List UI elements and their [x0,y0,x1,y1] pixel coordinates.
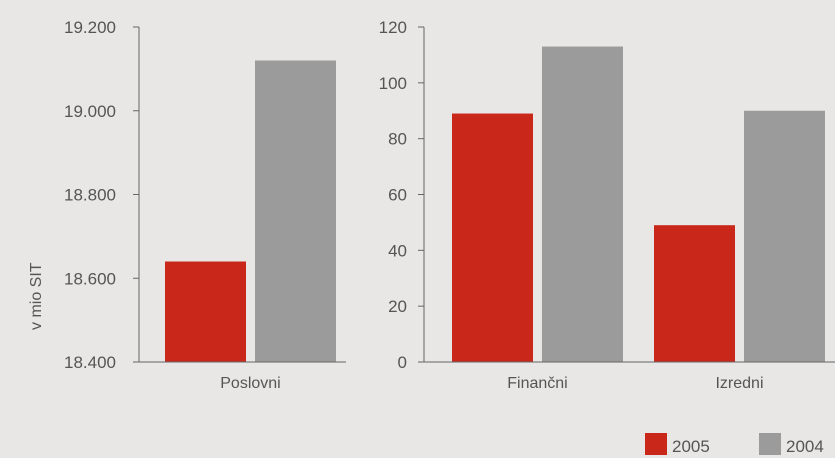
bar-2005 [452,113,533,363]
y-tick-label: 40 [388,241,407,260]
y-axis-label: v mio SIT [28,262,45,330]
y-tick-label: 60 [388,186,407,205]
y-tick-label: 19.000 [64,102,116,121]
bar-2004 [744,110,825,362]
y-tick-label: 18.400 [64,353,116,372]
y-tick-label: 18.800 [64,186,116,205]
y-tick-label: 0 [398,353,407,372]
y-tick-label: 120 [379,18,407,37]
left-chart-panel: 18.400 18.600 18.800 19.000 19.200 Poslovni [64,18,346,392]
legend-label-2004: 2004 [786,437,824,456]
x-tick-label: Finančni [507,375,567,392]
legend: 2005 2004 [645,433,824,456]
bar-2004 [255,60,336,362]
bar-2005 [165,261,246,362]
y-tick-label: 80 [388,130,407,149]
y-tick-label: 18.600 [64,269,116,288]
x-tick-label: Izredni [715,375,763,392]
y-tick-label: 100 [379,74,407,93]
legend-swatch-2004 [759,433,781,455]
legend-swatch-2005 [645,433,667,455]
right-chart-panel: 0 20 40 60 80 100 120 Finančni Izredni [379,18,835,392]
bar-2005 [654,225,735,362]
legend-label-2005: 2005 [672,437,710,456]
y-tick-label: 20 [388,297,407,316]
bar-2004 [542,46,623,363]
y-tick-label: 19.200 [64,18,116,37]
x-tick-label: Poslovni [220,375,280,392]
